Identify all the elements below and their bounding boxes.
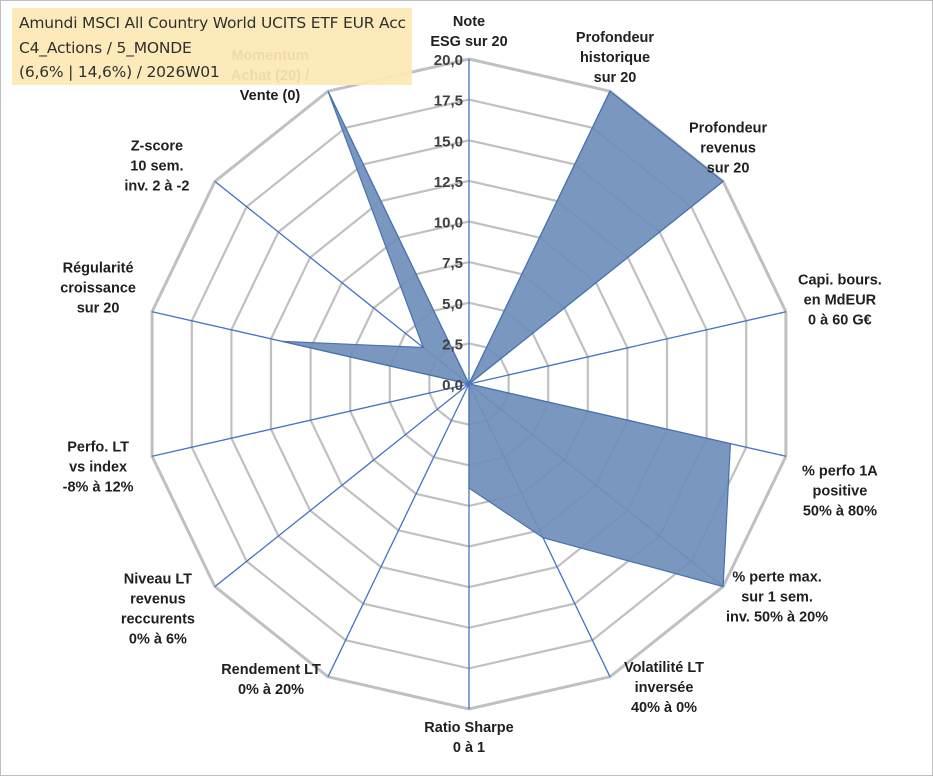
tick-label: 15,0	[434, 133, 463, 150]
category-label: Z-score 10 sem. inv. 2 à -2	[124, 138, 189, 194]
category-labels: Note ESG sur 20 Profondeur historique sur 20…	[60, 14, 882, 756]
chart-title-fund-name: Amundi MSCI All Country World UCITS ETF …	[19, 14, 406, 32]
category-label: Volatilité LT inversée 40% à 0%	[624, 660, 704, 716]
series-area	[281, 90, 732, 588]
category-label: Perfo. LT vs index -8% à 12%	[63, 439, 134, 495]
tick-label: 5,0	[442, 296, 463, 313]
axis-spoke	[468, 311, 787, 385]
category-label: Profondeur revenus sur 20	[689, 120, 767, 176]
radial-tick-labels: 0,0 2,5 5,0 7,5 10,0 12,5 15,0 17,5 20,0	[434, 52, 463, 394]
tick-label: 17,5	[434, 93, 463, 110]
category-label: Rendement LT 0% à 20%	[221, 662, 321, 698]
category-label: Profondeur historique sur 20	[576, 30, 654, 86]
category-label: Note ESG sur 20	[430, 14, 507, 50]
chart-title-box: Amundi MSCI All Country World UCITS ETF …	[12, 8, 412, 85]
axis-spoke	[214, 383, 470, 588]
tick-label: 0,0	[442, 377, 463, 394]
category-label: Ratio Sharpe 0 à 1	[424, 720, 513, 756]
category-label: Capi. bours. en MdEUR 0 à 60 G€	[798, 273, 882, 329]
tick-label: 20,0	[434, 52, 463, 69]
chart-title-stats: (6,6% | 14,6%) / 2026W01	[19, 63, 220, 81]
axis-spoke	[327, 383, 470, 678]
chart-title-category: C4_Actions / 5_MONDE	[19, 39, 192, 57]
category-label: Régularité croissance sur 20	[60, 261, 136, 317]
tick-label: 12,5	[434, 174, 463, 191]
category-label: Niveau LT revenus reccurents 0% à 6%	[121, 572, 195, 648]
axis-spoke	[151, 383, 470, 457]
tick-label: 7,5	[442, 255, 463, 272]
tick-label: 2,5	[442, 336, 463, 353]
tick-label: 10,0	[434, 215, 463, 232]
category-label: % perfo 1A positive 50% à 80%	[802, 463, 878, 519]
category-label: % perte max. sur 1 sem. inv. 50% à 20%	[726, 570, 828, 626]
radar-series	[281, 90, 732, 588]
